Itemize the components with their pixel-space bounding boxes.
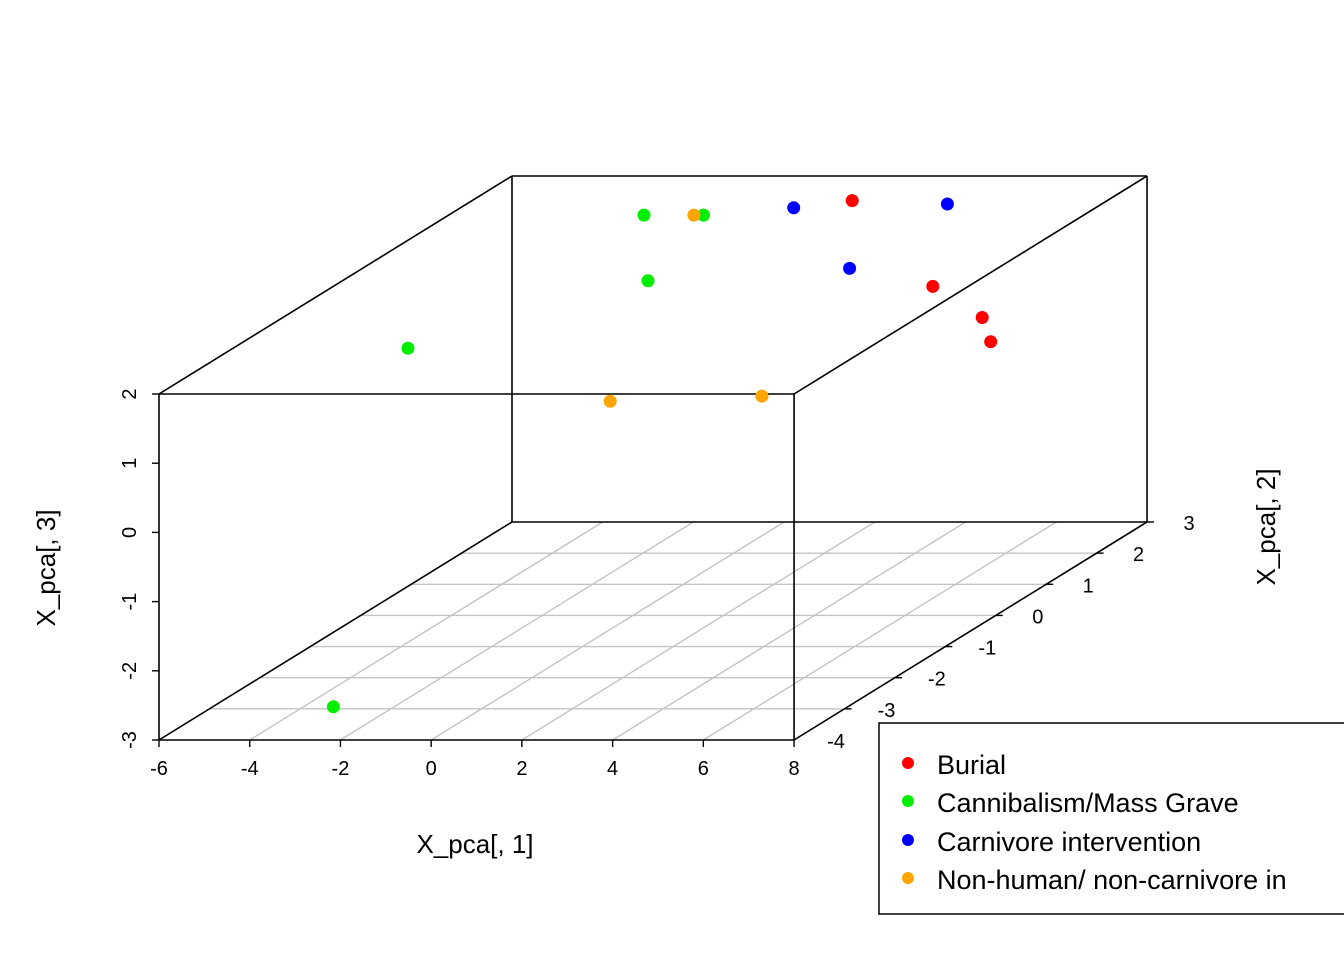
data-point: [984, 335, 998, 349]
data-point: [687, 208, 701, 222]
legend-marker-cannibalism: [902, 795, 914, 807]
box-edge: [158, 521, 513, 741]
legend: Burial Cannibalism/Mass Grave Carnivore …: [878, 722, 1344, 915]
legend-marker-carnivore: [902, 834, 914, 846]
box-edge: [158, 175, 513, 395]
legend-marker-burial: [902, 757, 914, 769]
floor-grid: [209, 521, 1097, 741]
y-tick-label: 2: [1133, 544, 1144, 566]
legend-label-burial: Burial: [937, 750, 1006, 780]
data-point: [755, 389, 769, 403]
z-tick-label: -3: [119, 731, 141, 749]
y-tick-label: -1: [978, 638, 996, 660]
grid-line-x: [521, 521, 876, 741]
y-axis-title: X_pca[, 2]: [1251, 468, 1281, 585]
data-point: [603, 394, 617, 408]
z-tick-label: 0: [119, 527, 141, 538]
data-point: [843, 261, 857, 275]
data-point: [926, 279, 940, 293]
legend-label-carnivore: Carnivore intervention: [937, 827, 1201, 857]
y-tick-label: -4: [827, 731, 845, 753]
y-tick-label: -3: [878, 700, 896, 722]
axis-ticks: -6 -4 -2 0 2 4 6 8 -3 -2 -1 0 1 2 -4 -3 -2 -1 0 1 2 3: [119, 388, 1195, 780]
z-axis-title: X_pca[, 3]: [31, 509, 61, 626]
data-point: [975, 311, 989, 324]
grid-line-x: [702, 521, 1057, 741]
data-point: [326, 700, 340, 714]
plot-box: [158, 175, 1148, 741]
x-tick-label: 8: [788, 758, 799, 780]
x-axis-title: X_pca[, 1]: [416, 829, 533, 859]
box-edge: [793, 175, 1148, 395]
grid-line-x: [430, 521, 785, 741]
legend-label-cannibalism: Cannibalism/Mass Grave: [937, 788, 1239, 818]
x-tick-label: 2: [516, 758, 527, 780]
z-tick-label: -2: [119, 662, 141, 680]
y-tick-label: 3: [1183, 513, 1194, 535]
z-tick-label: 2: [119, 388, 141, 399]
data-point: [787, 201, 801, 215]
y-tick-label: -2: [928, 669, 946, 691]
x-tick-label: 0: [426, 758, 437, 780]
box-edge: [793, 521, 1148, 741]
y-tick-label: 1: [1083, 575, 1094, 597]
grid-line-x: [340, 521, 694, 741]
data-points: [326, 194, 998, 714]
z-tick-label: -1: [119, 593, 141, 611]
data-point: [641, 274, 655, 288]
x-tick-label: -4: [241, 758, 259, 780]
legend-marker-nonhuman: [902, 872, 914, 884]
data-point: [697, 208, 710, 222]
data-point: [637, 208, 651, 222]
x-tick-label: 4: [607, 758, 618, 780]
x-tick-label: -2: [332, 758, 350, 780]
z-tick-label: 1: [119, 458, 141, 469]
data-point: [940, 197, 954, 211]
legend-box: [878, 722, 1344, 915]
grid-line-x: [249, 521, 604, 741]
x-tick-label: 6: [698, 758, 709, 780]
y-tick-label: 0: [1032, 606, 1043, 628]
x-tick-label: -6: [150, 758, 168, 780]
data-point: [845, 194, 859, 208]
legend-label-nonhuman: Non-human/ non-carnivore in: [937, 865, 1287, 895]
grid-line-x: [612, 521, 966, 741]
data-point: [401, 341, 415, 355]
